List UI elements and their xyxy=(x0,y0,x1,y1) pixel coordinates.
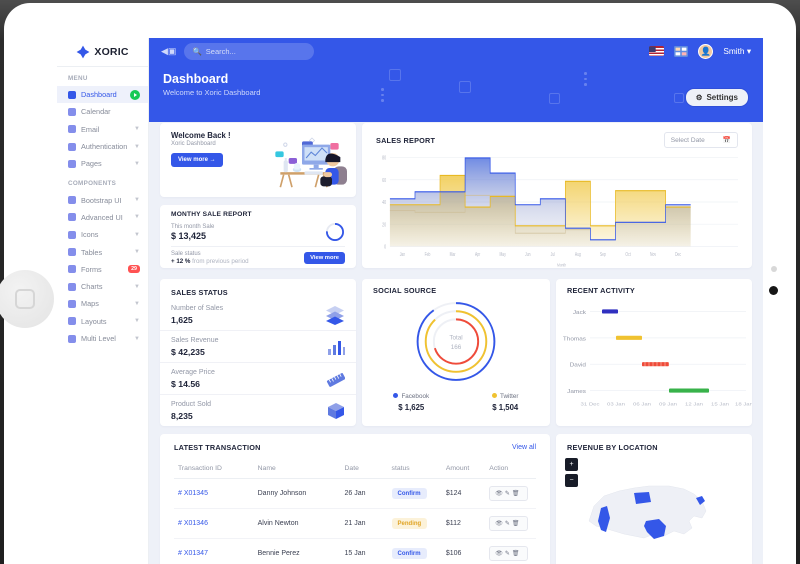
svg-text:Jan: Jan xyxy=(400,251,406,257)
svg-text:Total: Total xyxy=(449,334,462,341)
svg-text:Oct: Oct xyxy=(625,251,631,257)
svg-text:Aug: Aug xyxy=(575,251,581,257)
svg-text:40: 40 xyxy=(382,199,386,206)
svg-text:06 Jan: 06 Jan xyxy=(633,402,651,407)
svg-text:31 Dec: 31 Dec xyxy=(581,402,600,407)
svg-text:Thomas: Thomas xyxy=(563,337,586,342)
svg-text:15 Jan: 15 Jan xyxy=(711,402,729,407)
svg-text:0: 0 xyxy=(384,244,386,251)
svg-text:20: 20 xyxy=(382,222,386,229)
svg-text:09 Jan: 09 Jan xyxy=(659,402,677,407)
svg-text:166: 166 xyxy=(451,344,462,351)
svg-text:Jul: Jul xyxy=(551,251,555,257)
svg-text:18 Jan: 18 Jan xyxy=(735,402,752,407)
svg-text:Nov: Nov xyxy=(650,251,657,257)
svg-text:Mar: Mar xyxy=(450,251,456,257)
svg-text:60: 60 xyxy=(382,177,386,184)
svg-text:03 Jan: 03 Jan xyxy=(607,402,625,407)
svg-text:80: 80 xyxy=(382,155,386,162)
svg-text:Dec: Dec xyxy=(675,251,682,257)
svg-text:Jack: Jack xyxy=(573,310,586,315)
svg-text:Apr: Apr xyxy=(475,251,481,257)
svg-text:Feb: Feb xyxy=(425,251,431,257)
svg-text:Sep: Sep xyxy=(600,251,606,257)
svg-text:David: David xyxy=(570,363,586,368)
svg-text:12 Jan: 12 Jan xyxy=(685,402,703,407)
svg-text:James: James xyxy=(567,389,586,394)
svg-text:May: May xyxy=(500,251,507,257)
svg-text:Month: Month xyxy=(557,262,567,268)
svg-text:Jun: Jun xyxy=(525,251,531,257)
